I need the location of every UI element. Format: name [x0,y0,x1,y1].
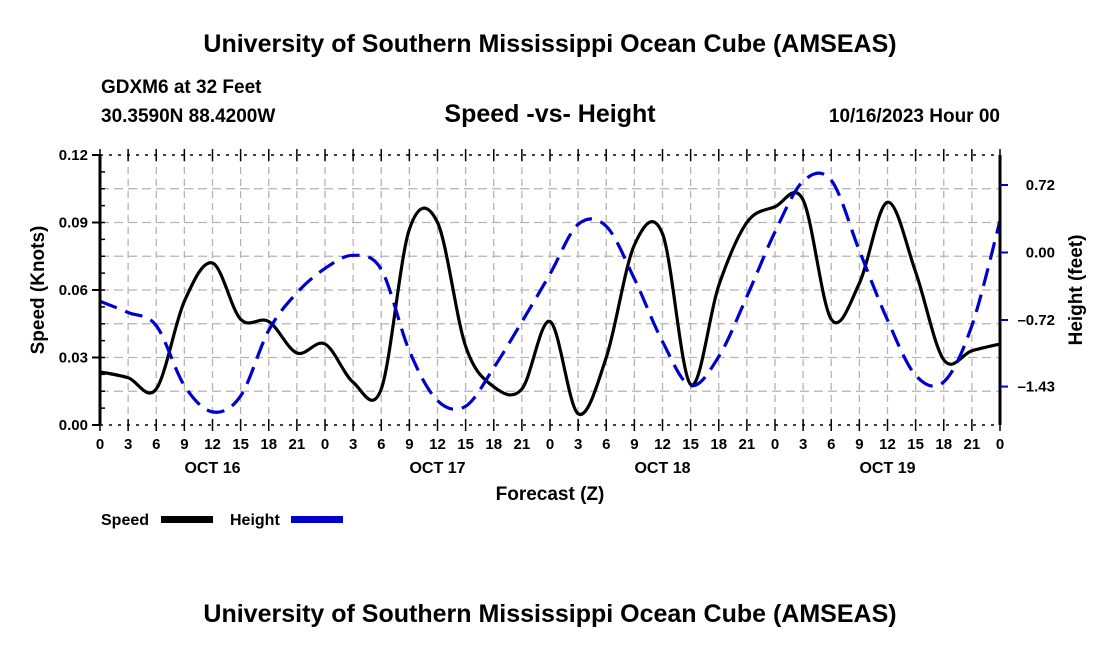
x-tick-label: 0 [96,436,104,453]
axis-labels: 0 3 6 9 12 15 18 21 0 3 6 9 12 15 18 21 0 3 6 9 12 15 18 21 0 3 6 9… [59,147,1055,477]
x-tick-label: 18 [485,436,502,453]
x-tick-label: 15 [232,436,249,453]
y2-tick-label: 0.00 [1026,245,1055,262]
legend-height-label: Height [230,512,280,529]
x-tick-label: 9 [180,436,188,453]
axes [92,149,1008,431]
x-tick-label: 3 [574,436,582,453]
x-tick-label: 21 [514,436,531,453]
x-tick-label: 0 [546,436,554,453]
x-tick-label: 21 [964,436,981,453]
y2-axis-title: Height (feet) [1066,235,1087,346]
date-label: OCT 18 [634,460,690,477]
grid [100,155,1000,425]
station-label: GDXM6 at 32 Feet [101,77,262,98]
x-axis-title: Forecast (Z) [496,484,605,505]
chart-title: Speed -vs- Height [444,100,656,128]
x-tick-label: 12 [204,436,221,453]
legend-speed-swatch [161,516,213,523]
x-tick-label: 3 [349,436,357,453]
x-tick-label: 12 [429,436,446,453]
x-tick-label: 0 [771,436,779,453]
x-tick-label: 12 [654,436,671,453]
coordinates-label: 30.3590N 88.4200W [101,106,276,127]
series-line-speed [99,191,1001,416]
x-tick-label: 3 [124,436,132,453]
y2-tick-label: –1.43 [1017,379,1055,396]
date-label: OCT 16 [184,460,240,477]
x-tick-label: 18 [710,436,727,453]
y-tick-label: 0.00 [59,417,88,434]
x-tick-label: 0 [321,436,329,453]
x-tick-label: 15 [907,436,924,453]
x-tick-label: 18 [260,436,277,453]
x-tick-label: 6 [377,436,385,453]
run-time-label: 10/16/2023 Hour 00 [828,106,1000,127]
x-tick-label: 6 [827,436,835,453]
footer-title: University of Southern Mississippi Ocean… [203,600,897,628]
x-tick-label: 6 [152,436,160,453]
x-tick-label: 21 [739,436,756,453]
y2-tick-label: 0.72 [1026,177,1055,194]
x-tick-label: 0 [996,436,1004,453]
date-label: OCT 19 [859,460,915,477]
x-tick-label: 9 [405,436,413,453]
x-tick-label: 15 [457,436,474,453]
x-tick-label: 9 [855,436,863,453]
date-label: OCT 17 [409,460,465,477]
x-tick-label: 3 [799,436,807,453]
x-tick-label: 12 [879,436,896,453]
y-tick-label: 0.03 [59,350,88,367]
y-tick-label: 0.12 [59,147,88,164]
legend-speed-label: Speed [101,512,149,529]
main-title: University of Southern Mississippi Ocean… [203,30,897,58]
y-tick-label: 0.06 [59,282,88,299]
x-tick-label: 15 [682,436,699,453]
x-tick-label: 18 [935,436,952,453]
y-tick-label: 0.09 [59,215,88,232]
x-tick-label: 6 [602,436,610,453]
x-tick-label: 21 [289,436,306,453]
y2-tick-label: –0.72 [1017,312,1055,329]
series-layer [99,171,1002,416]
y-axis-title: Speed (Knots) [28,226,49,355]
series-line-height [99,171,1002,414]
x-tick-label: 9 [630,436,638,453]
